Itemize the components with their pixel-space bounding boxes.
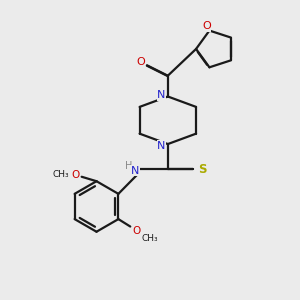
Text: O: O <box>136 57 145 67</box>
Text: N: N <box>157 140 166 151</box>
Text: O: O <box>133 226 141 236</box>
Text: S: S <box>198 163 206 176</box>
Text: N: N <box>131 166 139 176</box>
Text: O: O <box>202 21 211 31</box>
Text: O: O <box>71 170 79 180</box>
Text: CH₃: CH₃ <box>141 234 158 243</box>
Text: CH₃: CH₃ <box>52 170 69 179</box>
Text: H: H <box>124 161 132 171</box>
Text: N: N <box>157 90 166 100</box>
